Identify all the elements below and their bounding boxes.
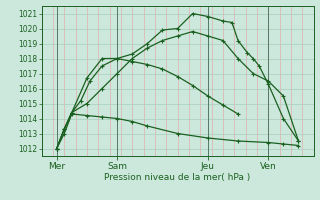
- X-axis label: Pression niveau de la mer( hPa ): Pression niveau de la mer( hPa ): [104, 173, 251, 182]
